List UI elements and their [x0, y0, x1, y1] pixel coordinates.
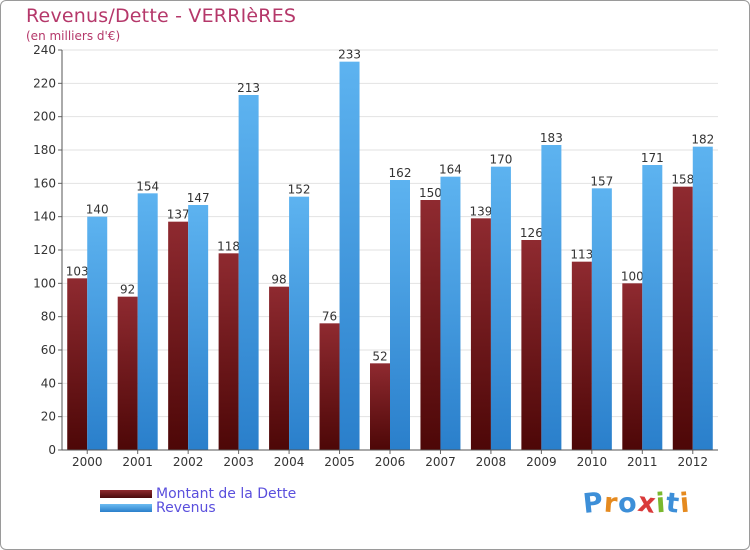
data-label-debt: 158	[671, 173, 694, 187]
y-tick-label: 160	[33, 176, 56, 190]
data-label-debt: 150	[419, 186, 442, 200]
bar-debt	[67, 278, 88, 450]
data-label-revenue: 157	[590, 174, 613, 188]
x-tick-label: 2006	[375, 455, 406, 469]
bar-revenue	[490, 166, 511, 450]
chart-subtitle: (en milliers d'€)	[26, 29, 121, 43]
y-tick-label: 120	[33, 243, 56, 257]
proxiti-logo: Proxiti	[581, 486, 692, 521]
bar-debt	[521, 240, 542, 450]
x-tick-label: 2012	[677, 455, 708, 469]
y-tick-label: 20	[41, 410, 56, 424]
y-tick-label: 100	[33, 276, 56, 290]
x-tick-label: 2003	[223, 455, 254, 469]
bar-revenue	[591, 188, 612, 451]
y-tick-label: 60	[41, 343, 56, 357]
legend-swatch-revenue	[100, 504, 152, 512]
bar-debt	[370, 363, 390, 450]
bar-revenue	[188, 205, 209, 450]
y-tick-label: 200	[33, 110, 56, 124]
bar-debt	[622, 283, 643, 450]
data-label-revenue: 171	[641, 151, 664, 165]
bar-revenue	[238, 95, 259, 450]
data-label-revenue: 233	[338, 48, 361, 62]
data-label-revenue: 170	[489, 153, 512, 167]
bar-revenue	[289, 196, 310, 450]
data-label-revenue: 154	[136, 179, 159, 193]
data-label-debt: 52	[372, 349, 387, 363]
data-label-revenue: 152	[288, 183, 311, 197]
x-tick-label: 2010	[577, 455, 608, 469]
y-tick-label: 0	[48, 443, 56, 457]
bar-debt	[218, 253, 239, 450]
y-tick-label: 80	[41, 310, 56, 324]
y-tick-label: 140	[33, 210, 56, 224]
data-label-debt: 137	[167, 208, 190, 222]
data-label-debt: 103	[66, 264, 89, 278]
bar-revenue	[440, 176, 461, 450]
data-label-revenue: 183	[540, 131, 563, 145]
bar-revenue	[642, 165, 663, 450]
bar-debt	[672, 186, 693, 450]
data-label-debt: 100	[621, 269, 644, 283]
data-label-revenue: 213	[237, 81, 260, 95]
x-tick-label: 2005	[324, 455, 355, 469]
x-tick-label: 2008	[476, 455, 507, 469]
x-tick-label: 2002	[173, 455, 204, 469]
y-tick-label: 180	[33, 143, 56, 157]
data-label-revenue: 182	[691, 133, 714, 147]
bar-revenue	[390, 180, 410, 450]
bar-debt	[117, 296, 138, 450]
bar-debt	[168, 221, 189, 450]
x-tick-label: 2001	[122, 455, 153, 469]
x-tick-label: 2009	[526, 455, 557, 469]
bar-revenue	[541, 145, 562, 450]
x-tick-label: 2004	[274, 455, 305, 469]
y-tick-label: 240	[33, 43, 56, 57]
x-tick-label: 2000	[72, 455, 103, 469]
legend-swatch-debt	[100, 490, 152, 498]
data-label-revenue: 162	[389, 166, 412, 180]
x-tick-label: 2007	[425, 455, 456, 469]
bar-revenue	[87, 216, 108, 450]
data-label-revenue: 164	[439, 163, 462, 177]
data-label-debt: 139	[469, 204, 492, 218]
chart-title: Revenus/Dette - VERRIèRES	[26, 5, 297, 27]
data-label-revenue: 140	[86, 203, 109, 217]
legend-item-revenue: Revenus	[100, 500, 216, 516]
data-label-debt: 118	[217, 239, 240, 253]
bar-revenue	[137, 193, 158, 451]
bar-debt	[420, 200, 441, 450]
bar-debt	[571, 261, 592, 450]
y-tick-label: 40	[41, 376, 56, 390]
data-label-debt: 76	[322, 309, 337, 323]
legend-label-debt: Montant de la Dette	[156, 486, 297, 502]
data-label-debt: 98	[271, 273, 286, 287]
data-label-debt: 113	[570, 248, 593, 262]
bar-debt	[319, 323, 340, 450]
legend-label-revenue: Revenus	[156, 500, 216, 516]
bar-debt	[269, 286, 290, 450]
x-tick-label: 2011	[627, 455, 658, 469]
data-label-debt: 92	[120, 283, 135, 297]
bar-debt	[470, 218, 491, 450]
data-label-revenue: 147	[187, 191, 210, 205]
bar-revenue	[339, 61, 360, 451]
bar-revenue	[692, 146, 713, 450]
data-label-debt: 126	[520, 226, 543, 240]
y-tick-label: 220	[33, 76, 56, 90]
legend-item-debt: Montant de la Dette	[100, 486, 296, 502]
